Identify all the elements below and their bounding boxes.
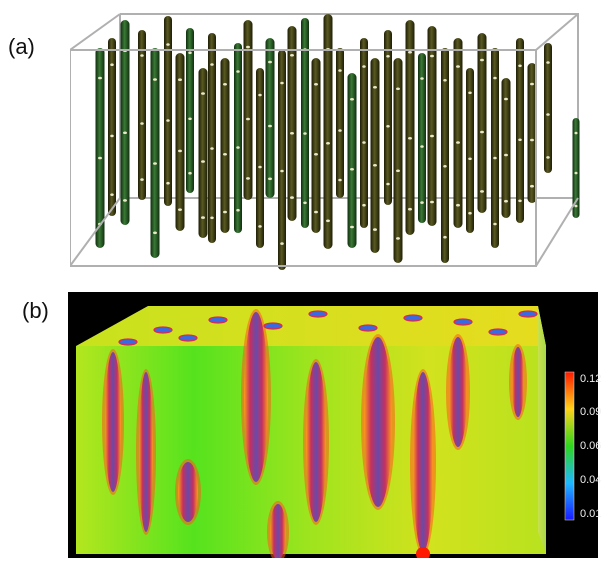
cylinder <box>120 20 130 225</box>
colorbar-tick-1: 0.09 <box>580 406 602 418</box>
field-blob <box>178 462 198 522</box>
field-blob <box>449 337 467 447</box>
colorbar-tick-2: 0.06 <box>580 440 602 452</box>
cylinder <box>265 38 275 198</box>
cylinder <box>175 53 185 231</box>
cylinder <box>418 53 426 223</box>
cylinder <box>164 16 172 206</box>
cylinder <box>370 58 380 253</box>
field-blob <box>364 337 392 507</box>
top-spot <box>208 316 228 324</box>
field-blob <box>270 504 286 558</box>
colorbar <box>564 371 575 521</box>
cylinder <box>360 38 368 228</box>
top-spot <box>153 326 173 334</box>
cylinder <box>256 68 264 248</box>
colorbar-tick-0: 0.12 <box>580 373 602 385</box>
cylinder <box>466 68 474 233</box>
cylinder <box>311 58 321 233</box>
cylinder <box>544 43 552 173</box>
panel-a-cylinder-render <box>70 13 580 270</box>
cylinder <box>138 30 146 200</box>
cylinder <box>393 58 403 263</box>
cylinder <box>95 48 105 248</box>
cylinder <box>278 50 286 270</box>
cylinder <box>208 33 216 243</box>
cylinder <box>453 38 463 228</box>
field-blob <box>105 352 121 492</box>
field-blob <box>413 372 433 552</box>
cylinder <box>516 38 524 223</box>
field-blob <box>512 347 524 417</box>
cylinder <box>287 26 297 221</box>
cylinders <box>95 14 580 270</box>
top-spot <box>263 322 283 330</box>
cylinder <box>384 30 392 205</box>
top-spot <box>178 334 198 342</box>
top-spot <box>358 324 378 332</box>
cylinder <box>501 78 511 218</box>
top-spot <box>118 338 138 346</box>
hot-spot <box>416 547 430 558</box>
top-spot <box>488 328 508 336</box>
box-front-edges <box>70 13 579 267</box>
box-side-face <box>538 306 546 554</box>
cylinder <box>427 26 437 226</box>
cylinder <box>234 43 242 233</box>
cylinder <box>347 73 357 248</box>
cylinder <box>477 33 487 213</box>
top-spot <box>453 318 473 326</box>
cylinder <box>108 38 116 216</box>
cylinder <box>243 20 253 200</box>
field-blob <box>139 372 153 532</box>
field-blob <box>306 362 326 522</box>
colorbar-tick-4: 0.01 <box>580 508 602 520</box>
cylinder <box>150 48 160 258</box>
top-spot <box>308 310 328 318</box>
top-spot <box>403 314 423 322</box>
colorbar-tick-3: 0.04 <box>580 474 602 486</box>
cylinder <box>405 20 415 235</box>
cylinder <box>336 48 344 198</box>
panel-b-field-render <box>68 292 598 558</box>
cylinder <box>220 58 230 233</box>
field-features <box>102 309 538 558</box>
cylinder <box>186 28 194 193</box>
panel-b-label: (b) <box>22 298 49 323</box>
cylinder <box>441 48 449 263</box>
panel-a-label: (a) <box>8 34 35 59</box>
cylinder <box>572 118 580 218</box>
cylinder <box>527 63 537 203</box>
cylinder <box>491 48 499 248</box>
top-spot <box>518 310 538 318</box>
field-blob <box>244 312 268 482</box>
cylinder <box>198 68 208 238</box>
